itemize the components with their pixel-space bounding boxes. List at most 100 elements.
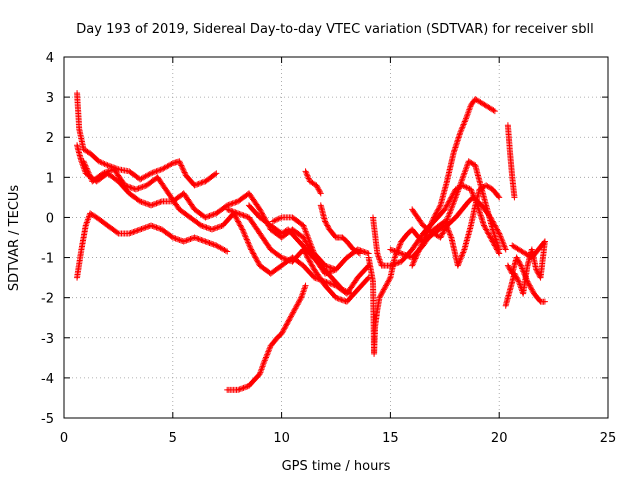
data-point-trail <box>76 127 87 151</box>
data-point-trail <box>78 224 89 251</box>
data-point-trail <box>303 169 313 183</box>
data-point-trail <box>111 167 128 188</box>
y-tick-label: 2 <box>46 131 54 146</box>
data-point <box>82 222 89 229</box>
data-point <box>391 254 398 261</box>
data-point-trail <box>181 191 197 212</box>
data-point-trail <box>257 360 267 376</box>
data-point-trail <box>344 239 356 252</box>
data-point-trail <box>290 215 306 228</box>
x-tick-label: 15 <box>382 431 399 446</box>
data-point-trail <box>97 159 110 168</box>
data-point-trail <box>183 173 197 188</box>
data-point <box>285 318 292 325</box>
data-point-trail <box>420 215 437 244</box>
data-point <box>322 218 329 225</box>
data-point-trail <box>512 271 522 284</box>
data-point-trail <box>437 179 450 207</box>
data-point <box>409 262 416 269</box>
y-axis-label: SDTVAR / TECUs <box>7 185 22 292</box>
data-point-trail <box>327 227 339 240</box>
data-point-trail <box>399 231 410 244</box>
data-point-trail <box>257 231 273 252</box>
data-point <box>121 182 128 189</box>
data-point <box>356 250 363 257</box>
data-point-trail <box>127 227 142 236</box>
data-point-trail <box>355 263 371 280</box>
data-point-trail <box>537 240 548 279</box>
y-tick-label: -1 <box>41 252 54 267</box>
series-track-19 <box>509 238 548 261</box>
data-point <box>322 262 329 269</box>
y-tick-label: -3 <box>41 332 54 347</box>
series-track-14 <box>409 158 503 253</box>
data-point-trail <box>220 211 236 228</box>
data-point-trail <box>490 187 502 200</box>
data-point <box>365 274 372 281</box>
data-point-trail <box>81 159 95 183</box>
data-point <box>148 222 155 229</box>
data-point-trail <box>312 267 328 288</box>
data-point-trail <box>496 231 509 252</box>
series-track-16 <box>504 122 518 201</box>
data-point <box>202 214 209 221</box>
data-point-trail <box>83 211 93 227</box>
data-point <box>256 370 263 377</box>
data-point-trail <box>246 215 262 236</box>
data-point <box>380 286 387 293</box>
y-tick-label: 0 <box>46 211 54 226</box>
data-point <box>511 194 518 201</box>
data-point <box>496 230 503 237</box>
data-point-trail <box>461 224 474 251</box>
data-point-trail <box>442 187 458 212</box>
data-point-trail <box>464 103 474 119</box>
data-point-trail <box>432 223 447 236</box>
data-point-trail <box>472 187 483 207</box>
data-point-trail <box>518 264 530 284</box>
data-point-trail <box>203 171 219 184</box>
data-point-trail <box>453 207 465 220</box>
data-point-trail <box>166 191 182 212</box>
data-point <box>524 278 531 285</box>
data-point <box>376 294 383 301</box>
data-point <box>256 206 263 213</box>
x-axis-label: GPS time / hours <box>282 459 391 474</box>
y-tick-label: 1 <box>46 171 54 186</box>
data-point-trail <box>301 263 317 280</box>
data-point <box>457 130 464 137</box>
series-track-6 <box>245 202 355 297</box>
data-point-trail <box>246 203 262 220</box>
data-point-trail <box>409 239 426 268</box>
data-point <box>374 250 381 257</box>
data-point-trail <box>292 296 304 312</box>
data-point <box>348 290 355 297</box>
data-point-trail <box>160 227 175 240</box>
data-point-trail <box>81 147 92 156</box>
y-tick-labels: -5 -4 -3 -2 -1 0 1 2 3 4 <box>41 51 54 427</box>
data-point-trail <box>531 291 543 304</box>
data-point-trail <box>473 96 484 106</box>
data-point <box>517 262 524 269</box>
data-point-trail <box>160 161 175 172</box>
data-point <box>269 218 276 225</box>
data-point-trail <box>381 275 393 292</box>
data-point <box>148 170 155 177</box>
data-point <box>496 246 503 253</box>
data-point-trail <box>322 219 332 232</box>
data-point-trail <box>88 211 99 220</box>
data-point-trail <box>275 331 284 340</box>
data-point <box>100 170 107 177</box>
data-point-trail <box>467 159 477 168</box>
data-point <box>502 246 509 253</box>
data-point <box>300 222 307 229</box>
data-point-trail <box>90 171 105 184</box>
data-point-trail <box>365 256 376 284</box>
data-point-trail <box>268 263 284 276</box>
data-point-trail <box>525 280 537 296</box>
data-point-trail <box>486 104 497 114</box>
data-point <box>480 222 487 229</box>
data-point <box>491 108 498 115</box>
data-point-trail <box>271 215 284 224</box>
